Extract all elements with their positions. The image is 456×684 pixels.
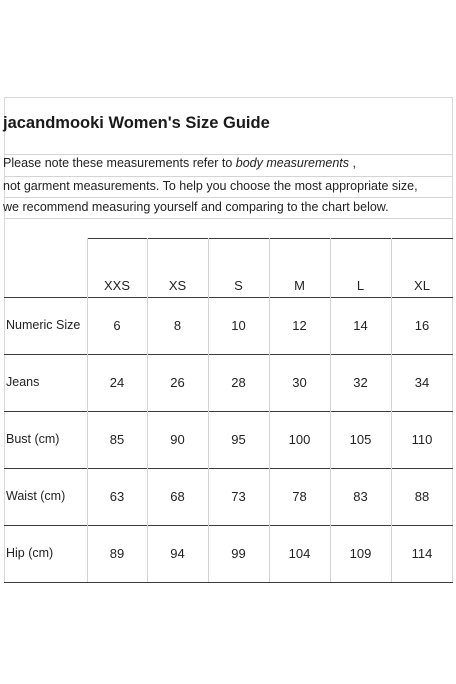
table-cell: 110 [411, 432, 433, 447]
table-cell: 94 [170, 546, 185, 561]
column-header-s: S [234, 278, 243, 293]
note-line-3: we recommend measuring yourself and comp… [3, 200, 389, 214]
column-header-l: L [356, 278, 365, 293]
table-cell: 30 [292, 375, 307, 390]
row-label-bust: Bust (cm) [6, 432, 60, 446]
column-divider [208, 238, 209, 582]
divider [4, 197, 453, 198]
note-line-1-suffix: , [349, 156, 356, 170]
table-bottom-border [4, 582, 453, 583]
table-cell: 73 [231, 489, 246, 504]
column-divider [391, 238, 392, 582]
table-cell: 88 [414, 489, 430, 504]
table-row-border [4, 525, 453, 526]
table-cell: 8 [173, 318, 182, 333]
table-cell: 32 [353, 375, 368, 390]
column-header-xs: XS [168, 278, 187, 293]
page-title: jacandmooki Women's Size Guide [3, 114, 270, 132]
note-line-1-prefix: Please note these measurements refer to [3, 156, 236, 170]
table-cell: 95 [231, 432, 246, 447]
table-cell: 12 [292, 318, 307, 333]
table-row-border [4, 354, 453, 355]
table-cell: 16 [414, 318, 430, 333]
table-row-border [4, 468, 453, 469]
divider [4, 154, 453, 155]
table-cell: 104 [288, 546, 311, 561]
table-cell: 78 [292, 489, 307, 504]
table-cell: 109 [349, 546, 372, 561]
size-guide-sheet [4, 97, 453, 583]
column-divider [330, 238, 331, 582]
row-label-waist: Waist (cm) [6, 489, 66, 503]
table-cell: 100 [288, 432, 311, 447]
table-cell: 68 [170, 489, 185, 504]
table-cell: 105 [349, 432, 372, 447]
table-cell: 24 [109, 375, 125, 390]
sheet-left-border [4, 97, 5, 583]
table-cell: 34 [414, 375, 430, 390]
divider [4, 218, 453, 219]
table-cell: 63 [109, 489, 125, 504]
row-label-jeans: Jeans [6, 375, 40, 389]
table-row-border [4, 297, 453, 298]
table-cell: 10 [231, 318, 246, 333]
table-row-border [4, 411, 453, 412]
column-header-xl: XL [414, 278, 430, 293]
column-divider [147, 238, 148, 582]
table-cell: 99 [231, 546, 246, 561]
divider [4, 176, 453, 177]
table-cell: 28 [231, 375, 246, 390]
table-cell: 14 [353, 318, 368, 333]
row-label-numeric-size: Numeric Size [6, 318, 81, 332]
note-line-1: Please note these measurements refer to … [3, 156, 356, 170]
column-header-m: M [294, 278, 305, 293]
note-line-2: not garment measurements. To help you ch… [3, 179, 418, 193]
table-cell: 85 [109, 432, 125, 447]
column-header-xxs: XXS [103, 278, 130, 293]
note-line-1-emphasis: body measurements [235, 156, 350, 170]
table-cell: 89 [109, 546, 125, 561]
column-divider [269, 238, 270, 582]
table-cell: 26 [170, 375, 185, 390]
table-cell: 83 [353, 489, 368, 504]
row-label-hip: Hip (cm) [6, 546, 54, 560]
table-top-border [87, 238, 453, 239]
table-cell: 90 [170, 432, 185, 447]
table-cell: 114 [411, 546, 433, 561]
table-cell: 6 [113, 318, 121, 333]
column-divider [87, 238, 88, 582]
